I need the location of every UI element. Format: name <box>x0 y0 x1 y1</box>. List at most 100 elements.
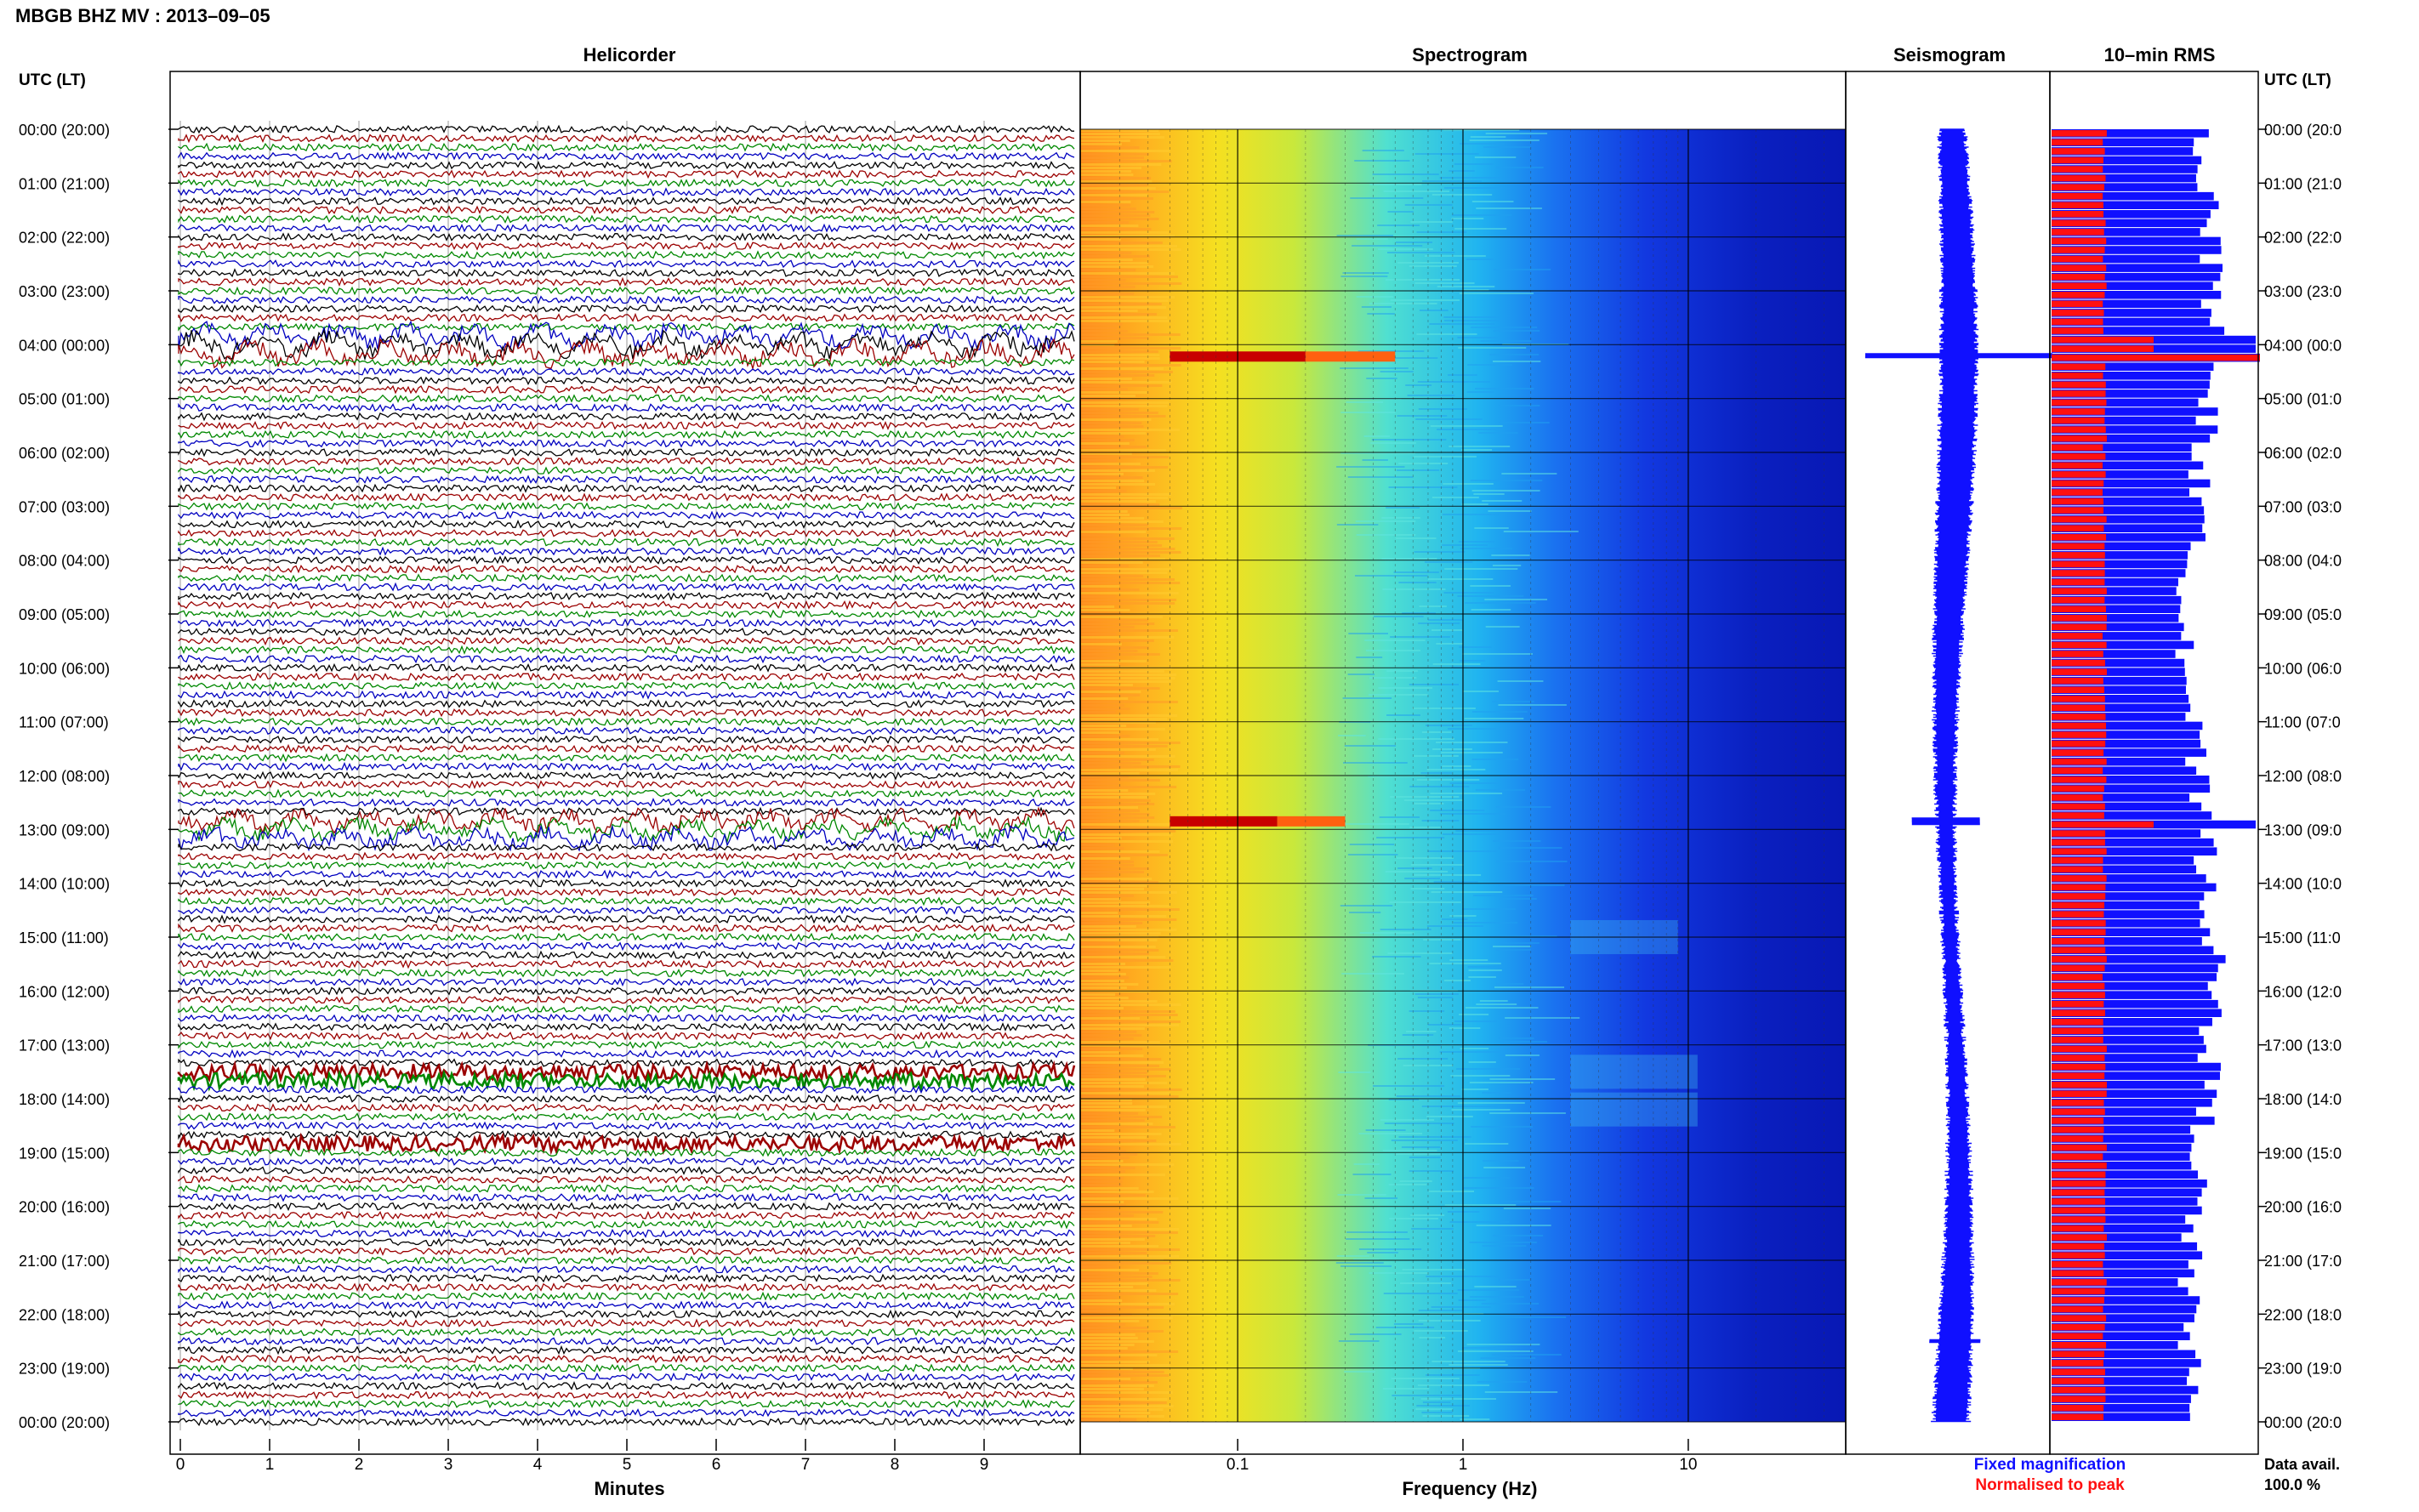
spectro-row <box>1080 534 1115 537</box>
spectro-row <box>1080 731 1120 734</box>
spectro-row <box>1080 568 1172 571</box>
spectro-row <box>1080 500 1156 503</box>
spectro-row <box>1080 1381 1158 1384</box>
spectro-row <box>1080 922 1143 924</box>
spectro-row <box>1457 1289 1520 1291</box>
spectro-row <box>1080 1099 1132 1101</box>
spectro-row <box>1355 520 1416 522</box>
spectro-row <box>1080 966 1171 969</box>
spectro-row <box>1467 966 1503 968</box>
spectro-row <box>1080 1112 1139 1115</box>
spectro-row <box>1336 466 1405 468</box>
spectro-row <box>1080 639 1154 642</box>
spectro-row <box>1080 932 1161 935</box>
rms-bar-normalised <box>2052 1037 2103 1043</box>
spectro-row <box>1396 857 1454 859</box>
time-label: 14:00 (10:00) <box>19 876 110 893</box>
spectro-row <box>1080 323 1123 326</box>
spectro-row <box>1080 915 1167 918</box>
spectro-row <box>1080 150 1170 152</box>
spectro-row <box>1368 694 1428 696</box>
spectro-row <box>1422 1401 1451 1403</box>
spectro-row <box>1080 1262 1172 1265</box>
helicorder-trace <box>178 528 1075 538</box>
spectro-row <box>1080 1408 1164 1411</box>
spectro-row <box>1344 745 1397 747</box>
spectro-row <box>1390 299 1460 301</box>
spectro-row <box>1396 1095 1461 1097</box>
spectro-row <box>1444 1204 1517 1206</box>
spectro-row <box>1080 1089 1182 1091</box>
spectro-row <box>1471 711 1528 713</box>
rms-bar-fixed <box>2052 407 2218 416</box>
rms-bar-fixed <box>2052 605 2181 613</box>
time-label-right: 20:00 (16:0 <box>2264 1199 2342 1216</box>
spectro-row <box>1080 1109 1146 1111</box>
rms-bar-normalised <box>2052 696 2105 702</box>
rms-bar-fixed <box>2052 802 2202 811</box>
spectro-row <box>1459 1014 1489 1015</box>
spectro-row <box>1409 684 1459 685</box>
spectro-row <box>1391 1140 1458 1141</box>
helicorder-trace <box>178 906 1075 915</box>
rms-bar-fixed <box>2052 1242 2198 1251</box>
spectro-row <box>1412 708 1476 709</box>
spectro-row <box>1471 201 1514 202</box>
spectro-row <box>1080 799 1151 802</box>
spectro-row <box>1080 1095 1179 1098</box>
rms-bar-normalised <box>2052 237 2107 245</box>
spectro-row <box>1436 643 1463 645</box>
spectro-row <box>1389 901 1461 903</box>
spectro-row <box>1080 483 1156 486</box>
spectro-row <box>1080 1344 1135 1346</box>
helicorder-trace <box>178 1174 1075 1185</box>
rms-bar-fixed <box>2052 264 2223 272</box>
helicorder-trace <box>178 1121 1075 1131</box>
legend-fixed-magnification: Fixed magnification <box>1974 1456 2126 1474</box>
spectro-row <box>1080 963 1125 965</box>
rms-bar-fixed <box>2052 452 2192 461</box>
spectro-row <box>1358 1248 1422 1250</box>
seismogram-title: Seismogram <box>1893 44 2006 65</box>
rms-bar-fixed <box>2052 1170 2199 1179</box>
rms-bar-normalised <box>2052 497 2104 505</box>
spectro-row <box>1080 908 1180 911</box>
helicorder-trace <box>178 358 1075 367</box>
spectro-row <box>1080 976 1130 979</box>
spectro-row <box>1080 514 1130 516</box>
spectro-row <box>1459 293 1534 294</box>
spectro-row <box>1452 214 1512 216</box>
spectro-row <box>1080 1238 1145 1241</box>
spectro-row <box>1080 803 1155 805</box>
rms-bar-fixed <box>2052 1125 2191 1134</box>
helicorder-trace <box>178 1336 1075 1346</box>
time-label: 08:00 (04:00) <box>19 553 110 570</box>
helicorder-trace <box>178 824 1075 852</box>
spectro-row <box>1471 609 1511 611</box>
spectro-row <box>1460 660 1486 662</box>
spectro-row <box>1482 1245 1527 1247</box>
rms-bar-normalised <box>2052 525 2104 531</box>
rms-bar-fixed <box>2052 1152 2190 1161</box>
spectro-row <box>1080 1364 1170 1367</box>
helicorder-trace <box>178 1094 1075 1104</box>
time-label-right: 13:00 (09:0 <box>2264 821 2342 838</box>
spectro-row <box>1430 425 1503 427</box>
rms-bar-fixed <box>2052 721 2203 730</box>
rms-bar-fixed <box>2052 1197 2198 1206</box>
spectro-row <box>1080 1282 1148 1285</box>
spectro-row <box>1080 742 1181 744</box>
spectro-row <box>1426 725 1472 726</box>
helicorder-title: Helicorder <box>583 44 676 65</box>
spectro-row <box>1080 340 1118 343</box>
rms-bar-normalised <box>2052 1413 2104 1420</box>
rms-bar-fixed <box>2052 1359 2201 1367</box>
helicorder-trace <box>178 502 1075 511</box>
spectro-row <box>1338 1071 1371 1073</box>
spectro-row <box>1080 575 1143 577</box>
spectro-row <box>1474 527 1509 529</box>
rms-bar-fixed <box>2052 730 2200 739</box>
spectro-row <box>1426 925 1483 927</box>
spectro-row <box>1080 789 1129 792</box>
time-label: 12:00 (08:00) <box>19 768 110 785</box>
